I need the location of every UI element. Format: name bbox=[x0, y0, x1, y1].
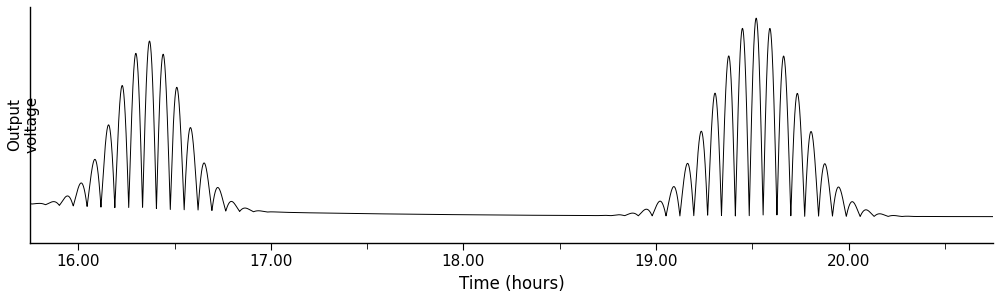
X-axis label: Time (hours): Time (hours) bbox=[459, 275, 564, 293]
Y-axis label: Output
voltage: Output voltage bbox=[7, 96, 39, 153]
